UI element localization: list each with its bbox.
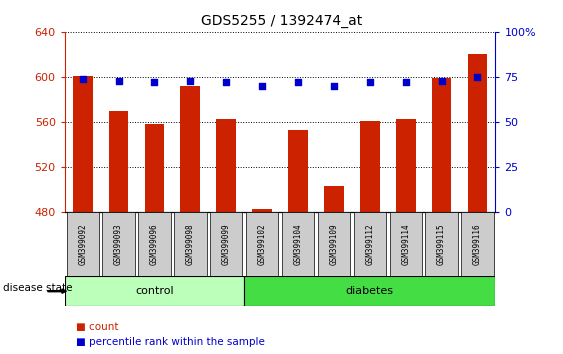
Text: diabetes: diabetes <box>346 286 394 296</box>
Bar <box>65 276 244 306</box>
Bar <box>73 76 92 212</box>
Text: GSM399102: GSM399102 <box>258 223 267 265</box>
Point <box>473 74 482 80</box>
Bar <box>252 209 272 212</box>
Bar <box>288 130 308 212</box>
Bar <box>145 124 164 212</box>
Bar <box>66 212 99 276</box>
Bar <box>354 212 386 276</box>
Bar <box>282 212 314 276</box>
Text: ■ percentile rank within the sample: ■ percentile rank within the sample <box>76 337 265 347</box>
Text: GSM399115: GSM399115 <box>437 223 446 265</box>
Bar <box>432 78 452 212</box>
Text: control: control <box>135 286 174 296</box>
Bar <box>360 121 379 212</box>
Text: GSM399104: GSM399104 <box>293 223 302 265</box>
Bar <box>102 212 135 276</box>
Point <box>222 80 231 85</box>
Point <box>150 80 159 85</box>
Text: GSM399112: GSM399112 <box>365 223 374 265</box>
Text: GDS5255 / 1392474_at: GDS5255 / 1392474_at <box>201 14 362 28</box>
Point <box>365 80 374 85</box>
Point <box>293 80 302 85</box>
Bar <box>216 119 236 212</box>
Text: ■ count: ■ count <box>76 322 118 332</box>
Text: GSM399092: GSM399092 <box>78 223 87 265</box>
Text: GSM399098: GSM399098 <box>186 223 195 265</box>
Bar <box>318 212 350 276</box>
Point <box>258 83 267 89</box>
Text: GSM399109: GSM399109 <box>329 223 338 265</box>
Bar <box>109 111 128 212</box>
Text: disease state: disease state <box>3 282 72 293</box>
Text: GSM399096: GSM399096 <box>150 223 159 265</box>
Text: GSM399116: GSM399116 <box>473 223 482 265</box>
Text: GSM399093: GSM399093 <box>114 223 123 265</box>
Point <box>437 78 446 84</box>
Text: GSM399114: GSM399114 <box>401 223 410 265</box>
Bar <box>210 212 243 276</box>
Point <box>401 80 410 85</box>
Point <box>186 78 195 84</box>
Bar <box>244 276 495 306</box>
Point <box>329 83 338 89</box>
Bar <box>396 119 415 212</box>
Bar <box>461 212 494 276</box>
Point <box>78 76 87 82</box>
Bar <box>138 212 171 276</box>
Point <box>114 78 123 84</box>
Bar <box>246 212 278 276</box>
Bar <box>426 212 458 276</box>
Text: GSM399099: GSM399099 <box>222 223 231 265</box>
Bar <box>390 212 422 276</box>
Bar <box>468 55 488 212</box>
Bar <box>181 86 200 212</box>
Bar <box>174 212 207 276</box>
Bar <box>324 187 344 212</box>
